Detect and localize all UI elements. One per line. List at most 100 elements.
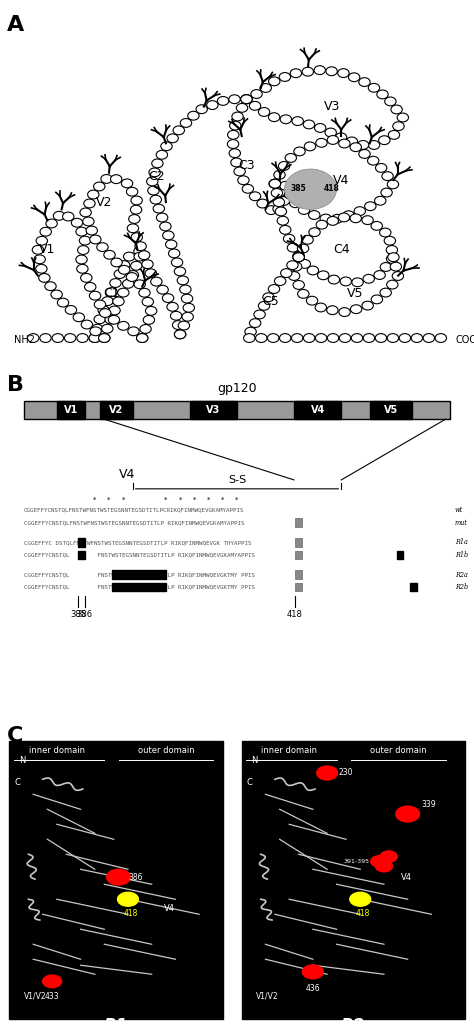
Text: V4: V4 — [118, 468, 135, 481]
Circle shape — [327, 136, 338, 144]
Bar — [294, 402, 341, 419]
Circle shape — [118, 322, 129, 330]
Circle shape — [249, 319, 261, 327]
Circle shape — [106, 288, 117, 296]
Circle shape — [273, 205, 284, 213]
Circle shape — [314, 66, 326, 75]
Circle shape — [380, 228, 391, 237]
Circle shape — [411, 333, 422, 343]
Circle shape — [328, 275, 339, 284]
Circle shape — [27, 333, 39, 343]
Circle shape — [86, 226, 98, 235]
Circle shape — [340, 277, 352, 286]
Circle shape — [273, 198, 284, 207]
Circle shape — [307, 266, 319, 275]
Circle shape — [327, 216, 338, 226]
Bar — [242, 741, 465, 1019]
Circle shape — [273, 188, 285, 197]
Circle shape — [231, 158, 242, 167]
Circle shape — [317, 766, 337, 780]
Circle shape — [385, 97, 396, 106]
Circle shape — [339, 139, 350, 148]
Circle shape — [127, 224, 138, 233]
Text: V1/V2: V1/V2 — [256, 992, 279, 1000]
Circle shape — [232, 112, 243, 121]
Circle shape — [234, 167, 246, 176]
Circle shape — [293, 253, 304, 262]
Circle shape — [76, 255, 87, 264]
Circle shape — [269, 179, 281, 188]
Circle shape — [302, 965, 323, 979]
Text: CGGEFFYCNSTQLFNSTWFNSTWSTEGSNNTEGSDTITLP RIKQFINMWQEVGKAMYAPPIS: CGGEFFYCNSTQLFNSTWFNSTWSTEGSNNTEGSDTITLP… — [24, 521, 244, 525]
Circle shape — [131, 262, 142, 270]
Circle shape — [140, 325, 151, 333]
Text: inner domain: inner domain — [29, 746, 85, 756]
Text: *: * — [164, 497, 168, 503]
Circle shape — [107, 869, 130, 885]
Text: V5: V5 — [347, 288, 364, 300]
Circle shape — [173, 321, 184, 329]
Text: C: C — [7, 726, 24, 745]
Circle shape — [350, 304, 362, 314]
Circle shape — [387, 180, 399, 188]
Circle shape — [36, 264, 47, 273]
Circle shape — [76, 228, 87, 236]
Circle shape — [269, 77, 280, 86]
Circle shape — [104, 250, 115, 259]
Circle shape — [348, 72, 360, 82]
Circle shape — [100, 308, 111, 318]
Circle shape — [302, 235, 313, 244]
Circle shape — [71, 218, 82, 227]
Circle shape — [174, 330, 186, 338]
Circle shape — [178, 321, 190, 330]
Circle shape — [143, 316, 155, 324]
Bar — [295, 570, 301, 579]
Circle shape — [82, 217, 94, 226]
Circle shape — [269, 179, 281, 188]
Circle shape — [363, 333, 374, 343]
Circle shape — [316, 220, 328, 229]
Circle shape — [371, 856, 388, 867]
Circle shape — [287, 243, 299, 253]
Circle shape — [134, 279, 146, 289]
Circle shape — [309, 228, 320, 237]
Circle shape — [269, 179, 281, 188]
Circle shape — [435, 333, 447, 343]
Bar — [78, 538, 85, 546]
Circle shape — [146, 306, 157, 316]
Text: C2: C2 — [148, 170, 165, 183]
Circle shape — [157, 286, 168, 294]
Text: B: B — [7, 375, 24, 394]
Circle shape — [315, 303, 327, 312]
Circle shape — [229, 121, 241, 130]
Circle shape — [292, 117, 303, 125]
Circle shape — [318, 271, 329, 279]
Circle shape — [350, 143, 362, 151]
Circle shape — [327, 305, 338, 315]
Circle shape — [229, 95, 240, 104]
Text: C3: C3 — [238, 158, 255, 172]
Circle shape — [131, 233, 143, 241]
Text: wt: wt — [455, 506, 463, 514]
Circle shape — [126, 272, 137, 282]
Circle shape — [288, 271, 300, 280]
Circle shape — [174, 267, 186, 275]
Text: S-S: S-S — [228, 475, 246, 485]
Circle shape — [379, 136, 390, 145]
Circle shape — [81, 273, 92, 283]
Circle shape — [251, 90, 262, 98]
Circle shape — [160, 223, 171, 231]
Circle shape — [111, 258, 122, 267]
Circle shape — [173, 126, 184, 135]
Circle shape — [314, 123, 326, 132]
Circle shape — [131, 196, 142, 205]
Circle shape — [375, 333, 387, 343]
Circle shape — [302, 67, 313, 77]
Text: *: * — [107, 497, 111, 503]
Circle shape — [320, 214, 331, 223]
Circle shape — [393, 122, 404, 130]
Circle shape — [339, 307, 350, 317]
Circle shape — [89, 333, 100, 343]
Circle shape — [368, 84, 380, 92]
Circle shape — [316, 139, 327, 147]
